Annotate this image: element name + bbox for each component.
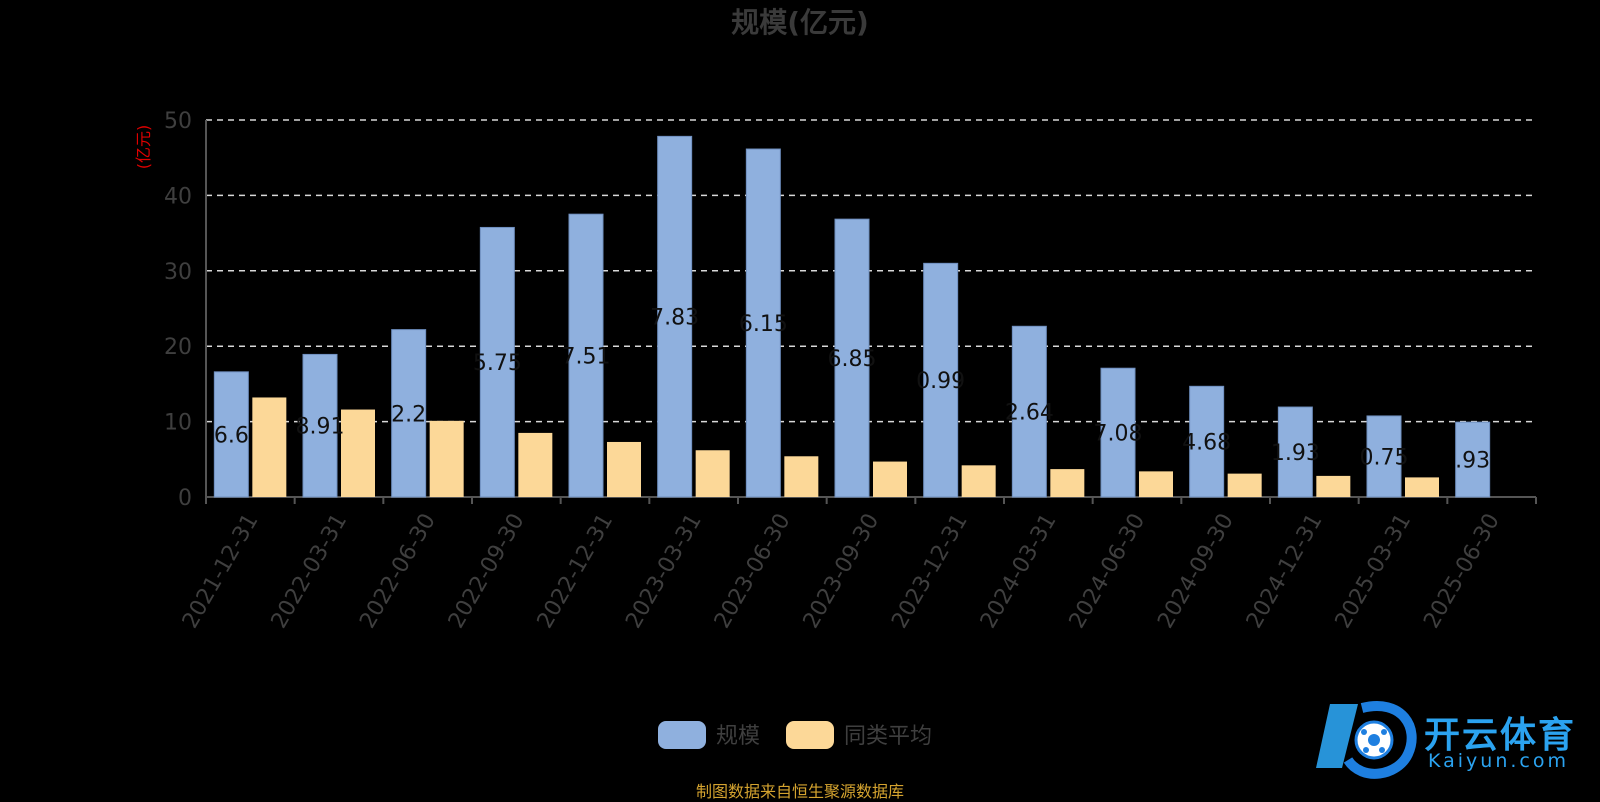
bar-规模 xyxy=(568,213,604,498)
x-tick-label: 2024-06-30 xyxy=(1065,510,1151,633)
bar-规模 xyxy=(391,329,427,498)
bar-data-label: 4.68 xyxy=(1182,431,1231,456)
x-tick-label: 2023-03-31 xyxy=(621,510,707,633)
bars xyxy=(213,135,1491,498)
bar-规模 xyxy=(302,353,338,498)
bar-规模 xyxy=(1366,415,1402,498)
watermark-text: 开云体育 xyxy=(1424,715,1577,756)
bar-规模 xyxy=(657,135,693,498)
legend-item[interactable]: 同类平均 xyxy=(786,721,932,749)
legend-swatch xyxy=(786,721,834,749)
y-tick-label: 10 xyxy=(164,411,192,436)
legend-swatch xyxy=(658,721,706,749)
bar-同类平均 xyxy=(784,456,819,497)
bar-同类平均 xyxy=(1050,469,1085,497)
y-tick-label: 50 xyxy=(164,109,192,134)
bar-同类平均 xyxy=(961,465,996,497)
bar-data-label: 6.15 xyxy=(739,312,788,337)
bar-规模 xyxy=(745,148,781,498)
x-tick-label: 2023-12-31 xyxy=(887,510,973,633)
bar-data-label: 7.51 xyxy=(562,345,611,370)
bar-同类平均 xyxy=(518,432,553,497)
legend[interactable]: 规模 同类平均 xyxy=(658,721,932,749)
legend-item[interactable]: 规模 xyxy=(658,721,760,749)
bar-data-label: .93 xyxy=(1455,449,1490,474)
bar-规模 xyxy=(1011,325,1047,498)
bar-同类平均 xyxy=(1139,471,1173,497)
bar-同类平均 xyxy=(1405,477,1439,497)
bar-同类平均 xyxy=(695,450,730,497)
bar-data-label: 5.75 xyxy=(473,351,522,376)
bar-data-label: 8.91 xyxy=(296,415,345,440)
bar-规模 xyxy=(923,262,959,498)
bar-规模 xyxy=(1100,367,1136,498)
x-tick-label: 2024-03-31 xyxy=(976,510,1062,633)
bar-data-label: 0.99 xyxy=(916,369,965,394)
bar-data-label: 2.64 xyxy=(1005,401,1054,426)
y-tick-label: 20 xyxy=(164,335,192,360)
bar-data-label: 7.83 xyxy=(650,306,699,331)
x-tick-label: 2025-03-31 xyxy=(1331,510,1417,633)
x-tick-label: 2025-06-30 xyxy=(1419,510,1505,633)
data-source-note: 制图数据来自恒生聚源数据库 xyxy=(695,782,904,801)
bar-规模 xyxy=(1277,406,1313,498)
bar-规模 xyxy=(1189,385,1225,498)
bar-同类平均 xyxy=(873,461,907,497)
legend-label: 规模 xyxy=(716,724,760,749)
y-unit-label: (亿元) xyxy=(134,125,153,170)
bar-规模 xyxy=(1455,421,1491,498)
x-tick-label: 2022-09-30 xyxy=(444,510,530,633)
x-tick-label: 2024-09-30 xyxy=(1153,510,1239,633)
bar-data-label: 2.2 xyxy=(391,402,426,427)
bar-data-label: 7.08 xyxy=(1094,422,1143,447)
x-tick-label: 2022-06-30 xyxy=(355,510,441,633)
legend-label: 同类平均 xyxy=(844,724,932,749)
chart-title: 规模(亿元) xyxy=(731,6,869,39)
watermark-subtext: Kaiyun.com xyxy=(1428,750,1569,772)
bar-data-label: 1.93 xyxy=(1271,441,1320,466)
bar-data-label: 6.6 xyxy=(214,423,249,448)
bar-同类平均 xyxy=(1227,473,1262,497)
watermark-icon xyxy=(1316,701,1417,779)
x-tick-label: 2023-09-30 xyxy=(799,510,885,633)
x-tick-label: 2022-03-31 xyxy=(267,510,353,633)
x-tick-label: 2022-12-31 xyxy=(533,510,619,633)
bar-规模 xyxy=(213,371,249,498)
bar-规模 xyxy=(479,226,515,498)
watermark-logo: 开云体育 Kaiyun.com xyxy=(1312,698,1594,782)
x-tick-label: 2021-12-31 xyxy=(178,510,264,633)
x-tick-label: 2023-06-30 xyxy=(710,510,796,633)
bar-同类平均 xyxy=(341,409,375,497)
bar-同类平均 xyxy=(252,397,287,497)
y-tick-label: 0 xyxy=(178,486,192,511)
x-tick-label: 2024-12-31 xyxy=(1242,510,1328,633)
bar-同类平均 xyxy=(1316,475,1351,497)
bar-同类平均 xyxy=(429,420,464,497)
y-tick-label: 40 xyxy=(164,184,192,209)
bar-同类平均 xyxy=(607,441,641,497)
bar-labels: 6.6 8.91 2.2 5.75 7.51 7.83 6.15 6.85 0.99 2.64 7.… xyxy=(214,306,1490,474)
y-tick-label: 30 xyxy=(164,260,192,285)
bar-data-label: 6.85 xyxy=(828,347,877,372)
bar-data-label: 0.75 xyxy=(1360,445,1409,470)
grid-lines xyxy=(206,119,1536,423)
bar-规模 xyxy=(834,218,870,498)
